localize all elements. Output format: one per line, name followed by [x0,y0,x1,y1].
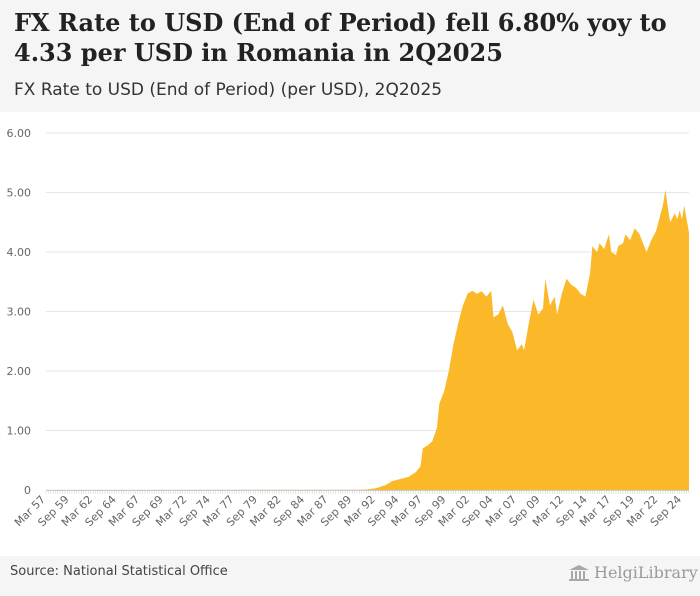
source-note: Source: National Statistical Office [10,564,228,579]
chart-subtitle: FX Rate to USD (End of Period) (per USD)… [14,80,443,100]
y-tick-label: 5.00 [7,187,32,200]
series-area [46,189,689,490]
y-tick-label: 4.00 [7,246,32,259]
logo-text: HelgiLibrary [594,563,698,582]
y-tick-label: 0 [24,484,31,497]
chart-title: FX Rate to USD (End of Period) fell 6.80… [14,8,667,67]
library-building-icon [569,564,589,581]
y-tick-label: 3.00 [7,306,32,319]
y-tick-label: 2.00 [7,365,32,378]
helgilibrary-logo[interactable]: HelgiLibrary [568,563,698,582]
y-tick-label: 1.00 [7,425,32,438]
y-tick-label: 6.00 [7,127,32,140]
